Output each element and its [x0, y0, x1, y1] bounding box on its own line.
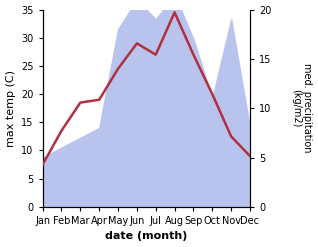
X-axis label: date (month): date (month) — [105, 231, 188, 242]
Y-axis label: med. precipitation
(kg/m2): med. precipitation (kg/m2) — [291, 63, 313, 153]
Y-axis label: max temp (C): max temp (C) — [5, 70, 16, 147]
